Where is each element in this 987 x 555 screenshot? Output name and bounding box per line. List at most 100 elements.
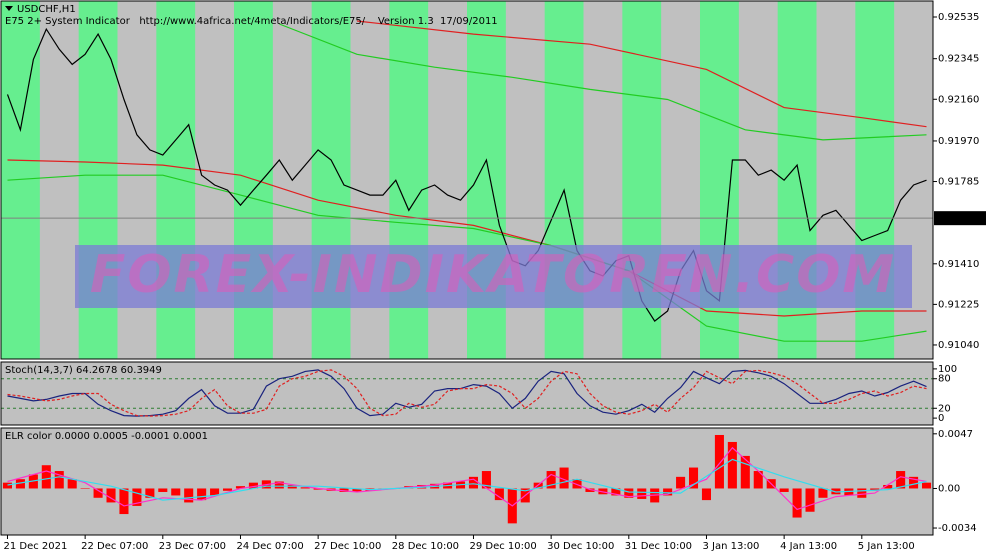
overlay-line bbox=[7, 159, 927, 317]
x-tick-label: 30 Dec 10:00 bbox=[547, 541, 614, 552]
histogram-bar bbox=[300, 487, 310, 489]
y-tick-label: 80 bbox=[938, 374, 951, 385]
overlay-line bbox=[7, 446, 927, 511]
overlay-line bbox=[356, 20, 927, 128]
histogram-bar bbox=[909, 476, 919, 489]
x-tick-label: 23 Dec 07:00 bbox=[159, 541, 226, 552]
histogram-bar bbox=[663, 488, 673, 496]
y-tick-label: 0.92535 bbox=[938, 12, 979, 23]
overlay-line bbox=[7, 458, 927, 501]
histogram-bar bbox=[339, 488, 349, 492]
histogram-bar bbox=[546, 471, 556, 489]
histogram-bar bbox=[896, 471, 906, 489]
x-tick-label: 5 Jan 13:00 bbox=[858, 541, 915, 552]
overlay-line bbox=[279, 23, 927, 141]
panel-border bbox=[0, 361, 934, 426]
histogram-bar bbox=[197, 488, 207, 501]
histogram-bar bbox=[2, 482, 13, 489]
histogram-bar bbox=[106, 488, 116, 503]
x-tick-label: 21 Dec 2021 bbox=[3, 541, 67, 552]
histogram-bar bbox=[740, 455, 750, 489]
x-tick-label: 24 Dec 07:00 bbox=[236, 541, 303, 552]
watermark: FOREX-INDIKATOREN.COM bbox=[90, 245, 896, 305]
histogram-bar bbox=[753, 471, 763, 489]
histogram-bar bbox=[171, 488, 181, 496]
histogram-bar bbox=[93, 488, 103, 498]
panel-title: ELR color 0.0000 0.0005 -0.0001 0.0001 bbox=[5, 431, 208, 442]
histogram-bar bbox=[818, 488, 828, 498]
y-tick-label: 100 bbox=[938, 364, 957, 375]
histogram-bar bbox=[235, 486, 246, 489]
histogram-bar bbox=[779, 488, 789, 492]
watermark-band bbox=[75, 245, 912, 308]
histogram-bar bbox=[15, 479, 25, 489]
y-tick-label: -0.0034 bbox=[938, 523, 977, 534]
histogram-bar bbox=[481, 471, 491, 489]
y-tick-label: 0.91785 bbox=[938, 177, 979, 188]
panel-border bbox=[0, 427, 934, 536]
histogram-bar bbox=[119, 488, 129, 515]
histogram-bar bbox=[222, 488, 233, 491]
last-price-label: 0.91618 bbox=[938, 213, 979, 224]
y-tick-label: 0.91410 bbox=[938, 259, 979, 270]
histogram-bar bbox=[624, 488, 634, 498]
panel-border bbox=[0, 0, 934, 360]
histogram-bar bbox=[54, 471, 64, 489]
histogram-bar bbox=[352, 488, 362, 492]
histogram-bar bbox=[714, 434, 724, 489]
y-tick-label: 0.92160 bbox=[938, 94, 979, 105]
plot-area bbox=[1, 369, 933, 417]
histogram-bar bbox=[132, 488, 142, 506]
histogram-bar bbox=[637, 488, 647, 499]
y-tick-label: 0.91970 bbox=[938, 136, 979, 147]
histogram-bar bbox=[585, 488, 595, 492]
histogram-bar bbox=[41, 465, 51, 489]
overlay-line bbox=[7, 174, 927, 342]
histogram-bar bbox=[572, 479, 582, 489]
histogram-bar bbox=[792, 488, 802, 518]
panel-title: Stoch(14,3,7) 64.2678 60.3949 bbox=[5, 365, 162, 376]
x-tick-label: 28 Dec 10:00 bbox=[392, 541, 459, 552]
y-tick-label: 0.91225 bbox=[938, 299, 979, 310]
plot-area bbox=[2, 434, 932, 524]
series-line bbox=[7, 369, 927, 417]
chart-subtitle: E75 2+ System Indicator http://www.4afri… bbox=[5, 16, 498, 27]
histogram-bar bbox=[921, 482, 932, 489]
histogram-bar bbox=[883, 484, 893, 489]
x-tick-label: 3 Jan 13:00 bbox=[702, 541, 759, 552]
histogram-bar bbox=[611, 488, 621, 496]
histogram-bar bbox=[688, 467, 699, 489]
histogram-bar bbox=[158, 488, 168, 492]
panel-background bbox=[1, 428, 933, 535]
x-tick-label: 27 Dec 10:00 bbox=[314, 541, 381, 552]
histogram-bar bbox=[184, 488, 194, 503]
plot-area: FOREX-INDIKATOREN.COM bbox=[1, 20, 933, 342]
y-tick-label: 0.00 bbox=[938, 483, 960, 494]
histogram-bar bbox=[559, 467, 569, 489]
histogram-bar bbox=[210, 488, 220, 496]
histogram-bar bbox=[145, 488, 155, 498]
x-tick-label: 31 Dec 10:00 bbox=[625, 541, 692, 552]
histogram-bar bbox=[676, 476, 686, 489]
session-stripe bbox=[1, 1, 40, 359]
y-tick-label: 0.0047 bbox=[938, 429, 973, 440]
menu-triangle bbox=[5, 6, 13, 11]
histogram-bar bbox=[727, 441, 737, 489]
chart-title: USDCHF,H1 bbox=[17, 4, 76, 15]
last-price-box bbox=[934, 211, 986, 226]
histogram-bar bbox=[701, 488, 712, 501]
histogram-bar bbox=[805, 488, 815, 512]
x-tick-label: 4 Jan 13:00 bbox=[780, 541, 837, 552]
histogram-bar bbox=[494, 488, 504, 501]
histogram-bar bbox=[80, 488, 90, 489]
x-tick-label: 29 Dec 10:00 bbox=[469, 541, 536, 552]
series-line bbox=[6, 27, 927, 322]
x-tick-label: 22 Dec 07:00 bbox=[81, 541, 148, 552]
histogram-bar bbox=[857, 488, 867, 498]
y-tick-label: 0 bbox=[938, 413, 944, 424]
y-tick-label: 0.91040 bbox=[938, 340, 979, 351]
histogram-bar bbox=[274, 481, 284, 489]
histogram-bar bbox=[248, 482, 258, 489]
series-line bbox=[7, 369, 927, 417]
